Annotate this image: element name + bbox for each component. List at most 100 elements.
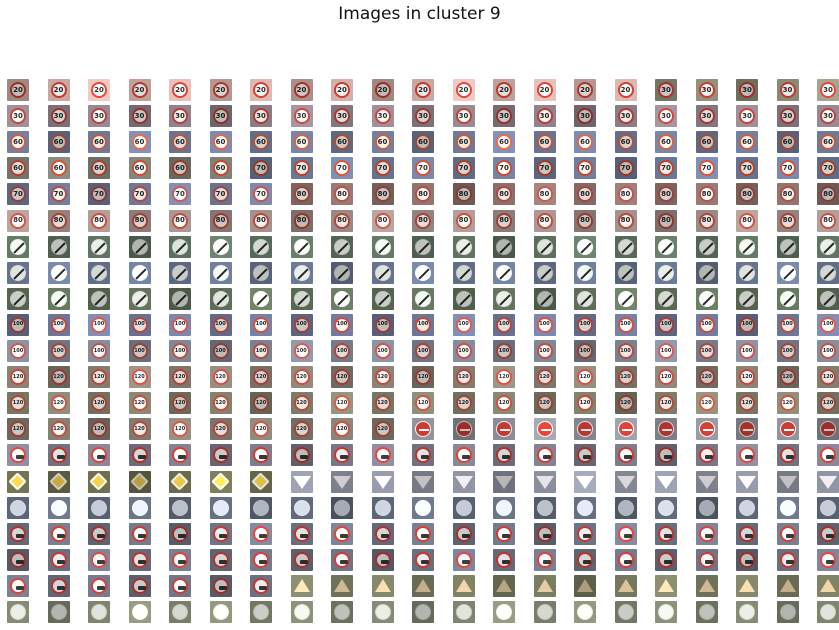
traffic-sign-icon: 100 xyxy=(253,343,269,359)
traffic-sign-icon: 80 xyxy=(577,186,593,203)
thumbnail-image: 120 xyxy=(47,366,70,389)
thumbnail-image xyxy=(574,496,596,519)
speed-limit-label: 80 xyxy=(661,216,671,224)
vehicle-mark xyxy=(623,455,632,460)
thumbnail-image: 70 xyxy=(47,183,70,206)
slash-mark xyxy=(661,294,673,306)
vehicle-mark xyxy=(137,585,146,590)
traffic-sign-icon: 120 xyxy=(820,395,836,412)
traffic-sign-icon xyxy=(617,525,634,542)
traffic-sign-icon: 30 xyxy=(536,108,553,125)
traffic-sign-icon xyxy=(293,238,310,255)
traffic-sign-icon: 30 xyxy=(50,108,67,125)
speed-limit-label: 30 xyxy=(782,85,793,94)
thumbnail-image: 100 xyxy=(493,313,515,336)
traffic-sign-icon: 120 xyxy=(334,421,350,438)
thumbnail-image: 80 xyxy=(817,209,839,232)
thumbnail-image xyxy=(7,601,29,623)
traffic-sign-icon xyxy=(455,238,472,255)
thumbnail-image xyxy=(574,470,596,493)
speed-limit-label: 100 xyxy=(620,321,631,328)
traffic-sign-icon: 80 xyxy=(212,212,229,229)
slash-mark xyxy=(296,241,309,254)
speed-limit-label: 70 xyxy=(215,189,226,198)
traffic-sign-icon xyxy=(820,551,836,568)
thumbnail-image xyxy=(776,574,799,597)
traffic-sign-icon: 30 xyxy=(334,108,350,125)
traffic-sign-icon: 120 xyxy=(172,421,188,438)
thumbnail-image xyxy=(412,601,434,623)
traffic-sign-icon xyxy=(50,551,67,568)
thumbnail-image xyxy=(47,235,70,258)
speed-limit-label: 80 xyxy=(458,189,469,198)
traffic-sign-icon xyxy=(253,551,269,568)
speed-limit-label: 120 xyxy=(741,399,753,406)
traffic-sign-icon xyxy=(617,238,634,255)
slash-mark xyxy=(742,241,754,254)
thumbnail-image: 70 xyxy=(250,183,272,206)
thumbnail-image: 120 xyxy=(169,366,191,389)
speed-limit-label: 60 xyxy=(742,137,752,146)
slash-mark xyxy=(499,294,511,306)
thumbnail-image: 20 xyxy=(250,79,272,101)
speed-limit-label: 20 xyxy=(539,85,550,94)
thumbnail-image xyxy=(128,522,151,545)
speed-limit-label: 120 xyxy=(741,373,753,380)
traffic-sign-icon xyxy=(415,578,431,592)
traffic-sign-icon: 100 xyxy=(10,316,26,333)
slash-mark xyxy=(175,268,187,280)
thumbnail-image: 100 xyxy=(614,340,637,362)
traffic-sign-icon: 100 xyxy=(415,343,431,359)
thumbnail-image: 120 xyxy=(655,392,677,415)
speed-limit-label: 100 xyxy=(377,321,388,328)
thumbnail-image: 120 xyxy=(614,392,637,415)
traffic-sign-icon xyxy=(779,447,796,464)
speed-limit-label: 30 xyxy=(458,111,469,120)
speed-limit-label: 80 xyxy=(620,189,631,198)
speed-limit-label: 60 xyxy=(418,137,428,146)
speed-limit-label: 80 xyxy=(215,216,226,224)
thumbnail-image xyxy=(47,522,70,545)
thumbnail-image xyxy=(250,261,272,284)
traffic-sign-icon xyxy=(212,447,229,464)
traffic-sign-icon xyxy=(779,421,796,438)
speed-limit-label: 100 xyxy=(458,321,469,328)
thumbnail-image xyxy=(614,470,637,493)
traffic-sign-icon xyxy=(212,525,229,542)
thumbnail-image: 80 xyxy=(655,183,677,206)
vehicle-mark xyxy=(785,533,794,538)
thumbnail-image xyxy=(128,470,151,493)
traffic-sign-icon: 80 xyxy=(536,212,553,229)
thumbnail-image xyxy=(452,470,475,493)
traffic-sign-icon xyxy=(50,238,67,255)
vehicle-mark xyxy=(178,533,186,538)
speed-limit-label: 80 xyxy=(296,189,307,198)
thumbnail-image xyxy=(331,470,353,493)
thumbnail-image xyxy=(817,522,839,545)
thumbnail-image: 100 xyxy=(776,340,799,362)
thumbnail-image: 20 xyxy=(533,79,556,101)
thumbnail-image xyxy=(736,574,758,597)
slash-mark xyxy=(458,268,471,280)
traffic-sign-icon xyxy=(820,290,836,307)
traffic-sign-icon: 60 xyxy=(820,134,836,151)
thumbnail-image xyxy=(817,496,839,519)
thumbnail-image: 30 xyxy=(695,105,718,128)
thumbnail-image: 100 xyxy=(209,313,232,336)
traffic-sign-icon: 100 xyxy=(658,343,674,359)
traffic-sign-icon: 60 xyxy=(658,134,674,151)
traffic-sign-icon: 20 xyxy=(253,82,269,98)
traffic-sign-icon: 120 xyxy=(172,369,188,386)
speed-limit-label: 100 xyxy=(336,321,348,328)
traffic-sign-icon xyxy=(455,447,472,464)
speed-limit-label: 70 xyxy=(418,163,428,172)
traffic-sign-icon: 30 xyxy=(374,108,391,125)
thumbnail-image xyxy=(128,601,151,623)
traffic-sign-icon xyxy=(820,447,836,464)
thumbnail-image: 60 xyxy=(7,131,29,154)
traffic-sign-icon: 70 xyxy=(536,160,553,177)
thumbnail-image xyxy=(736,287,758,310)
thumbnail-image xyxy=(817,444,839,467)
thumbnail-image: 100 xyxy=(331,340,353,362)
bar-mark xyxy=(500,429,510,432)
